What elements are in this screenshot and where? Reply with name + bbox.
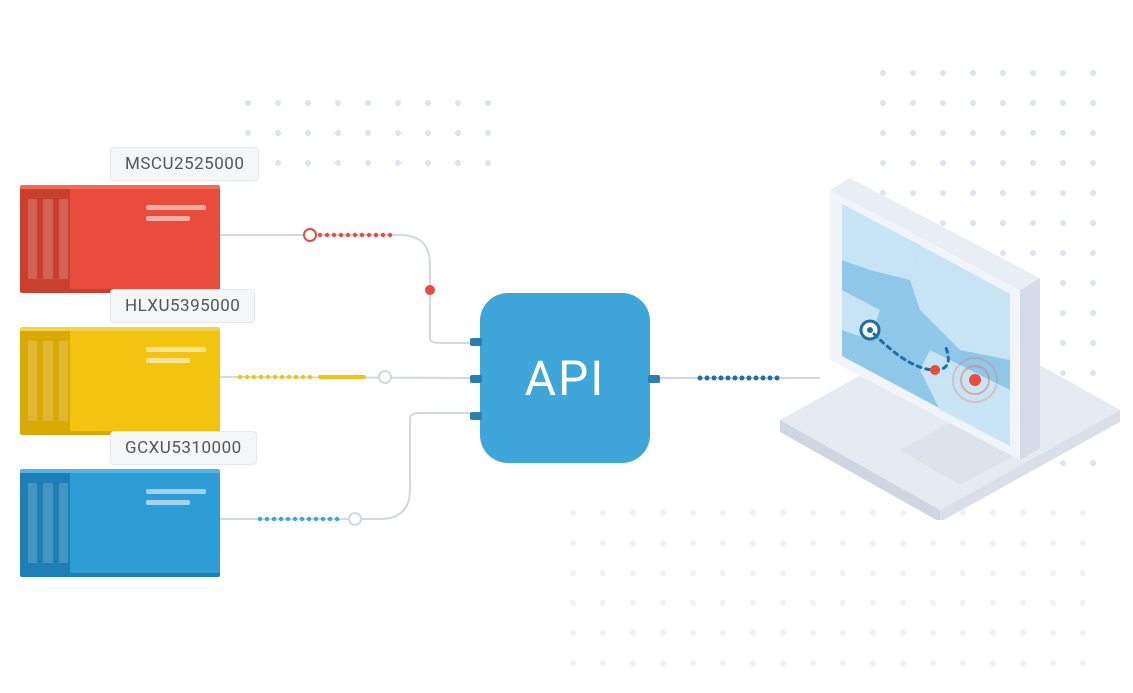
laptop-icon (770, 160, 1130, 520)
container-id-text: GCXU5310000 (125, 438, 242, 458)
api-node: API (480, 293, 650, 463)
container-label-blue: GCXU5310000 (110, 431, 257, 465)
container-id-text: MSCU2525000 (125, 154, 244, 174)
api-nub (470, 338, 482, 346)
container-id-text: HLXU5395000 (125, 296, 240, 316)
container-yellow (20, 327, 220, 435)
api-nub (470, 412, 482, 420)
container-blue (20, 469, 220, 577)
container-label-yellow: HLXU5395000 (110, 289, 255, 323)
container-label-red: MSCU2525000 (110, 147, 259, 181)
api-nub (648, 375, 660, 383)
container-red (20, 185, 220, 293)
api-nub (470, 375, 482, 383)
api-label: API (525, 350, 606, 407)
